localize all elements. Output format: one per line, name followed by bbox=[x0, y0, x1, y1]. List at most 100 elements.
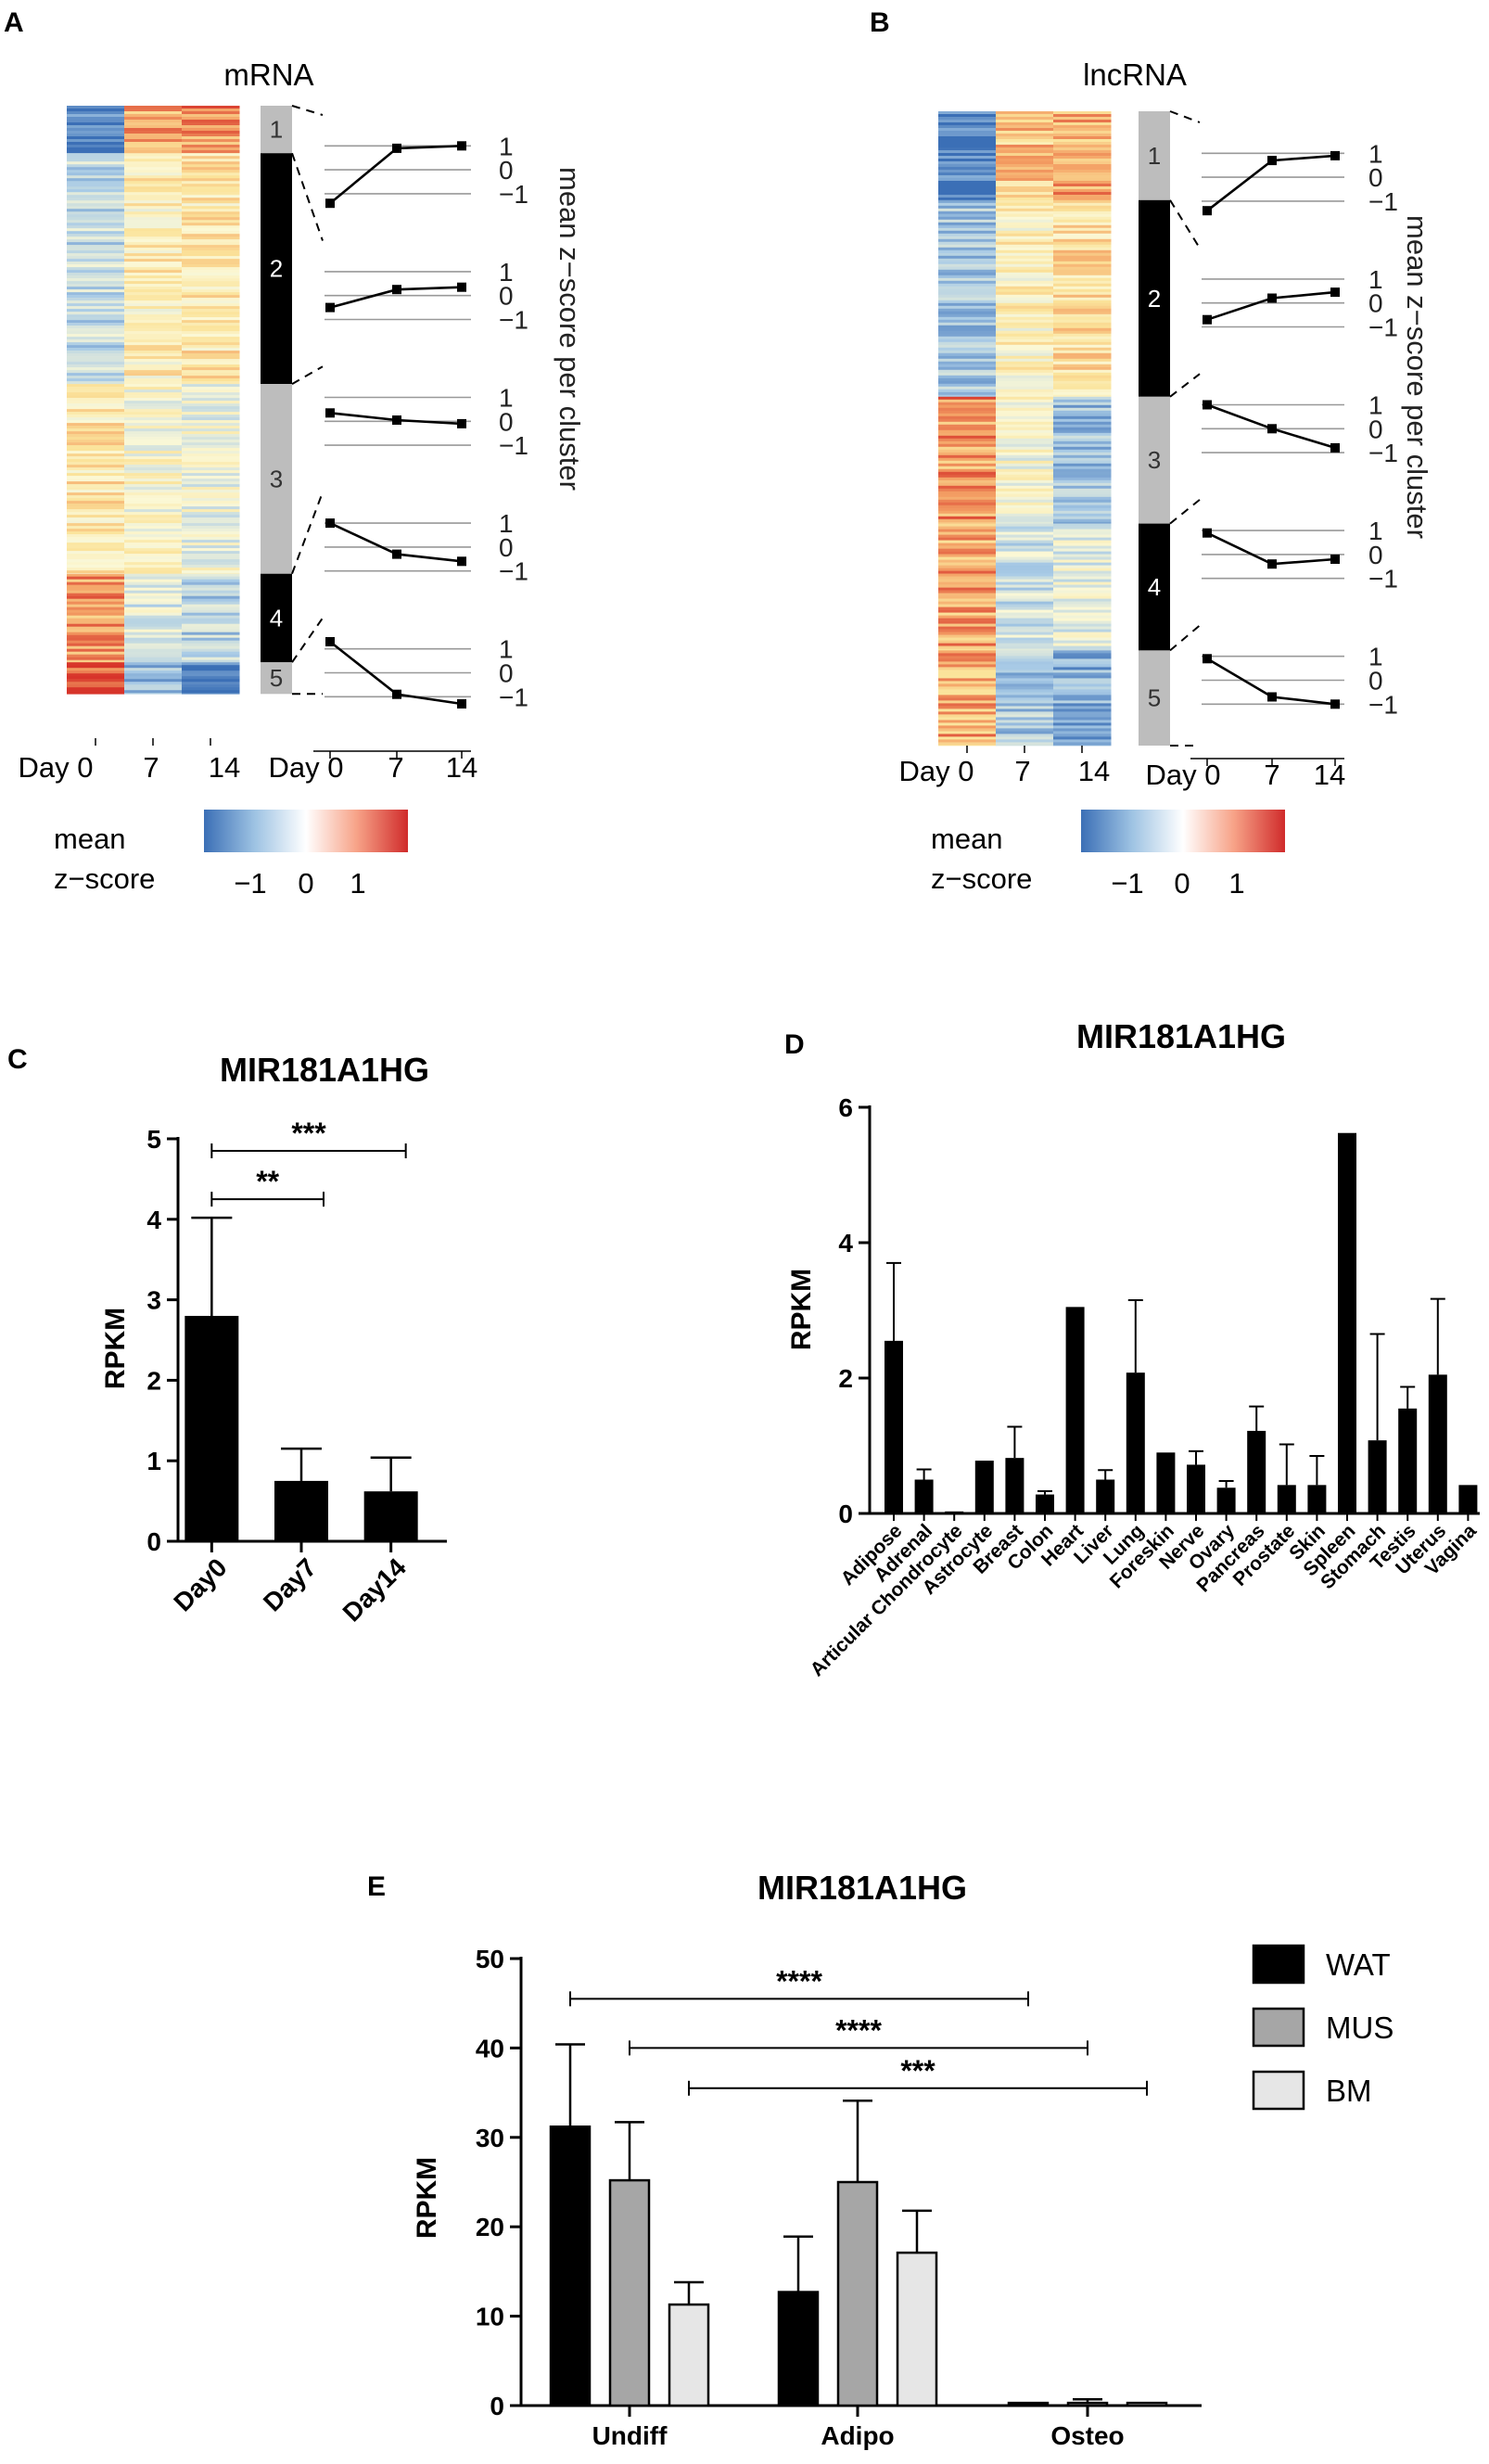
heat-cell bbox=[938, 238, 997, 243]
d-bar-breast bbox=[1005, 1458, 1024, 1513]
heat-cell bbox=[67, 150, 125, 154]
heat-cell bbox=[124, 231, 183, 235]
heat-cell bbox=[67, 453, 125, 457]
heat-cell bbox=[182, 448, 240, 452]
heat-cell bbox=[1053, 238, 1112, 243]
heat-cell bbox=[938, 548, 997, 552]
heat-cell bbox=[124, 339, 183, 343]
heat-cell bbox=[124, 114, 183, 118]
heat-cell bbox=[938, 134, 997, 137]
heat-cell bbox=[1053, 208, 1112, 212]
heat-cell bbox=[1053, 156, 1112, 160]
heat-cell bbox=[1053, 136, 1112, 140]
heat-cell bbox=[124, 262, 183, 265]
heat-cell bbox=[182, 125, 240, 129]
heat-cell bbox=[124, 312, 183, 315]
cluster-4-profile-point bbox=[392, 549, 401, 559]
e-bar-adipo-wat bbox=[777, 2291, 820, 2407]
heat-cell bbox=[1053, 150, 1112, 154]
heat-cell bbox=[124, 356, 183, 360]
heat-cell bbox=[67, 504, 125, 507]
heat-cell bbox=[124, 109, 183, 112]
heat-cell bbox=[996, 446, 1054, 451]
heat-cell bbox=[182, 117, 240, 121]
heat-cell bbox=[124, 248, 183, 251]
heat-cell bbox=[124, 284, 183, 287]
heat-cell bbox=[182, 147, 240, 151]
heat-cell bbox=[182, 139, 240, 143]
heat-cell bbox=[67, 479, 125, 482]
heat-cell bbox=[182, 189, 240, 193]
profile-ytick: −1 bbox=[499, 431, 528, 460]
heat-cell bbox=[1053, 595, 1112, 599]
profile-ytick: 0 bbox=[1368, 163, 1383, 192]
heat-cell bbox=[67, 587, 125, 591]
heat-cell bbox=[124, 142, 183, 146]
heat-cell bbox=[938, 219, 997, 223]
heat-cell bbox=[1053, 227, 1112, 232]
heat-cell bbox=[124, 665, 183, 669]
heat-cell bbox=[938, 269, 997, 274]
heat-cell bbox=[182, 515, 240, 518]
heat-cell bbox=[1053, 537, 1112, 541]
heat-cell bbox=[938, 308, 997, 313]
heat-cell bbox=[938, 195, 997, 198]
heat-cell bbox=[1053, 181, 1112, 185]
heat-cell bbox=[124, 120, 183, 123]
heat-cell bbox=[67, 303, 125, 307]
panel-letter-c: C bbox=[7, 1044, 28, 1075]
heat-cell bbox=[938, 330, 997, 335]
heat-cell bbox=[996, 728, 1054, 732]
heat-cell bbox=[67, 459, 125, 463]
heat-cell bbox=[1053, 427, 1112, 431]
heat-cell bbox=[1053, 429, 1112, 434]
cluster-label-2: 2 bbox=[270, 255, 283, 283]
heat-cell bbox=[67, 323, 125, 326]
cluster-block-3 bbox=[1139, 396, 1170, 524]
profile-ytick: 0 bbox=[1368, 541, 1383, 569]
heat-cell bbox=[124, 387, 183, 390]
heat-cell bbox=[67, 520, 125, 524]
heat-cell bbox=[124, 417, 183, 421]
cluster-block-2 bbox=[261, 153, 292, 385]
heat-cell bbox=[938, 728, 997, 732]
heat-cell bbox=[996, 350, 1054, 354]
heat-cell bbox=[1053, 601, 1112, 605]
heat-cell bbox=[67, 423, 125, 427]
heat-cell bbox=[938, 709, 997, 712]
heat-cell bbox=[124, 328, 183, 332]
cluster-2-profile-point bbox=[325, 302, 335, 313]
cluster-label-1: 1 bbox=[270, 116, 283, 144]
heat-cell bbox=[996, 311, 1054, 315]
heat-cell bbox=[124, 401, 183, 404]
heat-cell bbox=[996, 640, 1054, 644]
heat-cell bbox=[67, 145, 125, 148]
heat-cell bbox=[1053, 147, 1112, 151]
heat-cell bbox=[67, 590, 125, 594]
cluster-5-profile-point bbox=[1267, 692, 1277, 702]
heat-cell bbox=[1053, 167, 1112, 171]
heat-cell bbox=[67, 659, 125, 663]
heat-cell bbox=[938, 576, 997, 580]
heat-cell bbox=[1053, 186, 1112, 190]
e-bar-undiff-wat bbox=[549, 2125, 592, 2407]
heat-cell bbox=[938, 449, 997, 453]
heat-cell bbox=[67, 570, 125, 574]
heat-cell bbox=[124, 250, 183, 254]
heat-cell bbox=[182, 159, 240, 162]
heat-cell bbox=[67, 326, 125, 329]
heat-cell bbox=[938, 288, 997, 293]
heat-cell bbox=[938, 745, 997, 747]
panel-e-title: MIR181A1HG bbox=[757, 1869, 967, 1907]
heat-cell bbox=[67, 537, 125, 541]
heat-cell bbox=[124, 659, 183, 663]
heat-cell bbox=[182, 593, 240, 596]
cluster-4-profile-point bbox=[1330, 555, 1340, 564]
heat-cell bbox=[938, 664, 997, 668]
heat-cell bbox=[938, 595, 997, 599]
heat-cell bbox=[124, 517, 183, 521]
heat-cell bbox=[996, 255, 1054, 260]
heat-cell bbox=[182, 242, 240, 246]
profile-ytick: 1 bbox=[1368, 265, 1383, 294]
heat-cell bbox=[996, 474, 1054, 479]
